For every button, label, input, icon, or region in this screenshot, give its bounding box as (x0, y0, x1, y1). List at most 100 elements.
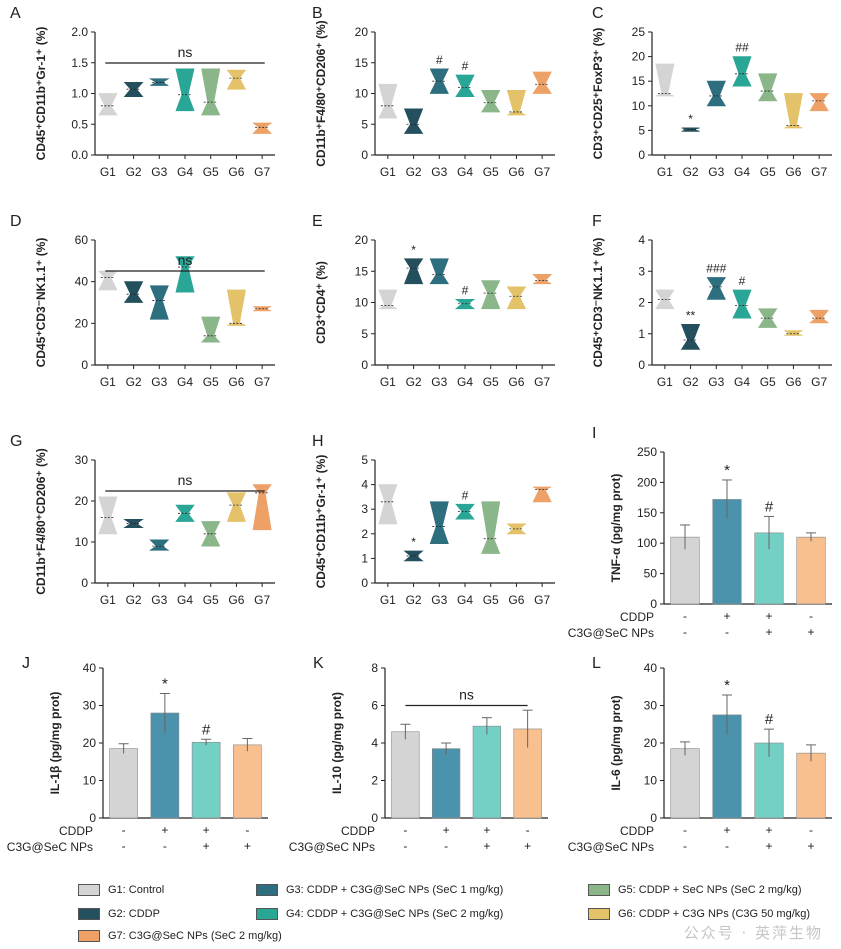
panel-b-letter: B (312, 5, 323, 22)
panel-c-ytick-label: 15 (632, 74, 646, 88)
panel-e-xtick-label: G3 (431, 375, 447, 389)
panel-g-ylabel: CD11b⁺F4/80⁺CD206⁺ (%) (34, 448, 48, 594)
panel-j-sign-2-1: - (122, 839, 126, 853)
panel-b-sig-mark: # (462, 59, 469, 73)
panel-d-xtick-label: G7 (254, 375, 270, 389)
panel-k: K 0 2 4 6 8 IL-10 (pg/mg prot) - - + - + + - + CDDP C3G@… (289, 655, 548, 854)
panel-c-violin-g5 (758, 73, 778, 102)
panel-k-sign-1-4: - (526, 823, 530, 837)
panel-f: F 0 1 2 3 4 CD45⁺CD3⁻NK1.1⁺ (%) G1 G2 G3 G4 G5 G6 G7 *… (591, 213, 832, 389)
panel-d-ytick-label: 0 (81, 358, 88, 372)
panel-a-xtick-label: G5 (203, 165, 219, 179)
panel-d-xtick-label: G3 (151, 375, 167, 389)
panel-l-sign-2-2: - (725, 839, 729, 853)
panel-g-xtick-label: G7 (254, 593, 270, 607)
panel-f-violin-g6 (784, 330, 803, 336)
panel-k-ytick-label: 4 (371, 736, 378, 750)
panel-b-violin-g6 (506, 90, 526, 116)
panel-j-sign-2-3: + (203, 839, 210, 853)
panel-c-violin-g1 (655, 63, 675, 97)
panel-d-ytick-label: 60 (75, 233, 89, 247)
panel-e-sig-mark: * (411, 243, 416, 257)
panel-g-violin-g6 (226, 492, 247, 522)
panel-i-letter: I (592, 425, 596, 442)
panel-l-sign-2-3: + (765, 839, 772, 853)
panel-e-ytick-label: 5 (361, 327, 368, 341)
panel-e-ytick-label: 10 (355, 296, 369, 310)
panel-i-sign-2-2: - (725, 625, 729, 639)
panel-i-sign-1-4: - (809, 609, 813, 623)
panel-j-bar-3 (191, 741, 221, 819)
panel-c-ylabel: CD3⁺CD25⁺FoxP3⁺ (%) (591, 28, 605, 160)
panel-h-xtick-label: G3 (431, 593, 447, 607)
panel-l-sig-mark: # (765, 711, 774, 728)
panel-l-ytick-label: 20 (644, 736, 658, 750)
panel-k-ytick-label: 0 (371, 811, 378, 825)
panel-h: H 0 1 2 3 4 5 CD45⁺CD11b⁺Gr-1⁺ (%) G1 G2 G3 G4 G5 G6 G… (312, 433, 555, 607)
panel-e-violin-g2 (403, 258, 424, 285)
panel-l-sign-1-3: + (765, 823, 772, 837)
panel-a-ytick-label: 1.0 (71, 87, 88, 101)
panel-c-ytick-label: 20 (632, 50, 646, 64)
panel-h-violin-g5 (481, 501, 501, 554)
legend-item-g1: G1: Control (78, 884, 164, 896)
panel-a-violin-g7 (251, 122, 273, 134)
legend-item-g5: G5: CDDP + SeC NPs (SeC 2 mg/kg) (588, 884, 802, 896)
legend-swatch-g7 (78, 930, 100, 942)
panel-f-violin-g4 (732, 289, 752, 319)
panel-k-condition-label-1: CDDP (341, 824, 375, 838)
panel-f-xtick-label: G2 (683, 375, 699, 389)
panel-b-ytick-label: 5 (361, 117, 368, 131)
panel-g-xtick-label: G2 (126, 593, 142, 607)
panel-a-violin-g5 (201, 68, 221, 116)
panel-c: C 0 5 10 15 20 25 CD3⁺CD25⁺FoxP3⁺ (%) G1 G2 G3 G4 G5… (591, 5, 832, 179)
panel-g-ytick-label: 0 (81, 576, 88, 590)
panel-k-bar-1 (391, 731, 420, 819)
panel-f-ytick-label: 2 (638, 296, 645, 310)
panel-j-ytick-label: 30 (83, 699, 97, 713)
panel-a-ns-label: ns (178, 44, 193, 60)
panel-i-sign-1-3: + (765, 609, 772, 623)
panel-k-condition-label-2: C3G@SeC NPs (289, 840, 375, 854)
panel-e-xtick-label: G4 (457, 375, 473, 389)
panel-i-condition-label-1: CDDP (620, 610, 654, 624)
panel-a-violin-g6 (226, 69, 247, 90)
legend-swatch-g1 (78, 884, 100, 896)
panel-a-xtick-label: G3 (151, 165, 167, 179)
panel-l-condition-label-1: CDDP (620, 824, 654, 838)
panel-i-ytick-label: 200 (637, 475, 657, 489)
panel-i-sig-mark: # (765, 498, 774, 515)
panel-k-letter: K (313, 655, 324, 672)
panel-b-xtick-label: G1 (380, 165, 396, 179)
panel-k-ytick-label: 6 (371, 699, 378, 713)
panel-c-violin-g6 (783, 93, 803, 129)
panel-e-ytick-label: 20 (355, 233, 369, 247)
legend-swatch-g3 (256, 884, 278, 896)
panel-b-sig-mark: # (436, 53, 443, 67)
panel-j-sign-1-1: - (122, 823, 126, 837)
panel-c-xtick-label: G7 (811, 165, 827, 179)
panel-k-ylabel: IL-10 (pg/mg prot) (330, 692, 344, 794)
panel-f-xtick-label: G1 (657, 375, 673, 389)
panel-a-ylabel: CD45⁺CD11b⁺Gr-1⁺ (%) (34, 27, 48, 161)
legend-label-g6: G6: CDDP + C3G NPs (C3G 50 mg/kg) (618, 908, 811, 920)
panel-h-ytick-label: 0 (361, 576, 368, 590)
panel-g-xtick-label: G6 (228, 593, 244, 607)
panel-e-ytick-label: 15 (355, 264, 369, 278)
panel-l-ytick-label: 0 (650, 811, 657, 825)
panel-i-sign-1-2: + (723, 609, 730, 623)
panel-d-xtick-label: G4 (177, 375, 193, 389)
panel-h-xtick-label: G5 (483, 593, 499, 607)
panel-b-violin-g4 (455, 74, 475, 97)
panel-f-xtick-label: G5 (760, 375, 776, 389)
panel-c-ytick-label: 0 (638, 148, 645, 162)
panel-j-sign-2-4: + (244, 839, 251, 853)
panel-h-sig-mark: * (411, 535, 416, 549)
panel-i-sign-2-3: + (765, 625, 772, 639)
panel-c-sig-mark: * (688, 112, 693, 126)
panel-b-xtick-label: G2 (406, 165, 422, 179)
panel-c-sig-mark: ## (735, 41, 749, 55)
panel-b-xtick-label: G5 (483, 165, 499, 179)
panel-f-sig-mark: ### (706, 262, 726, 276)
